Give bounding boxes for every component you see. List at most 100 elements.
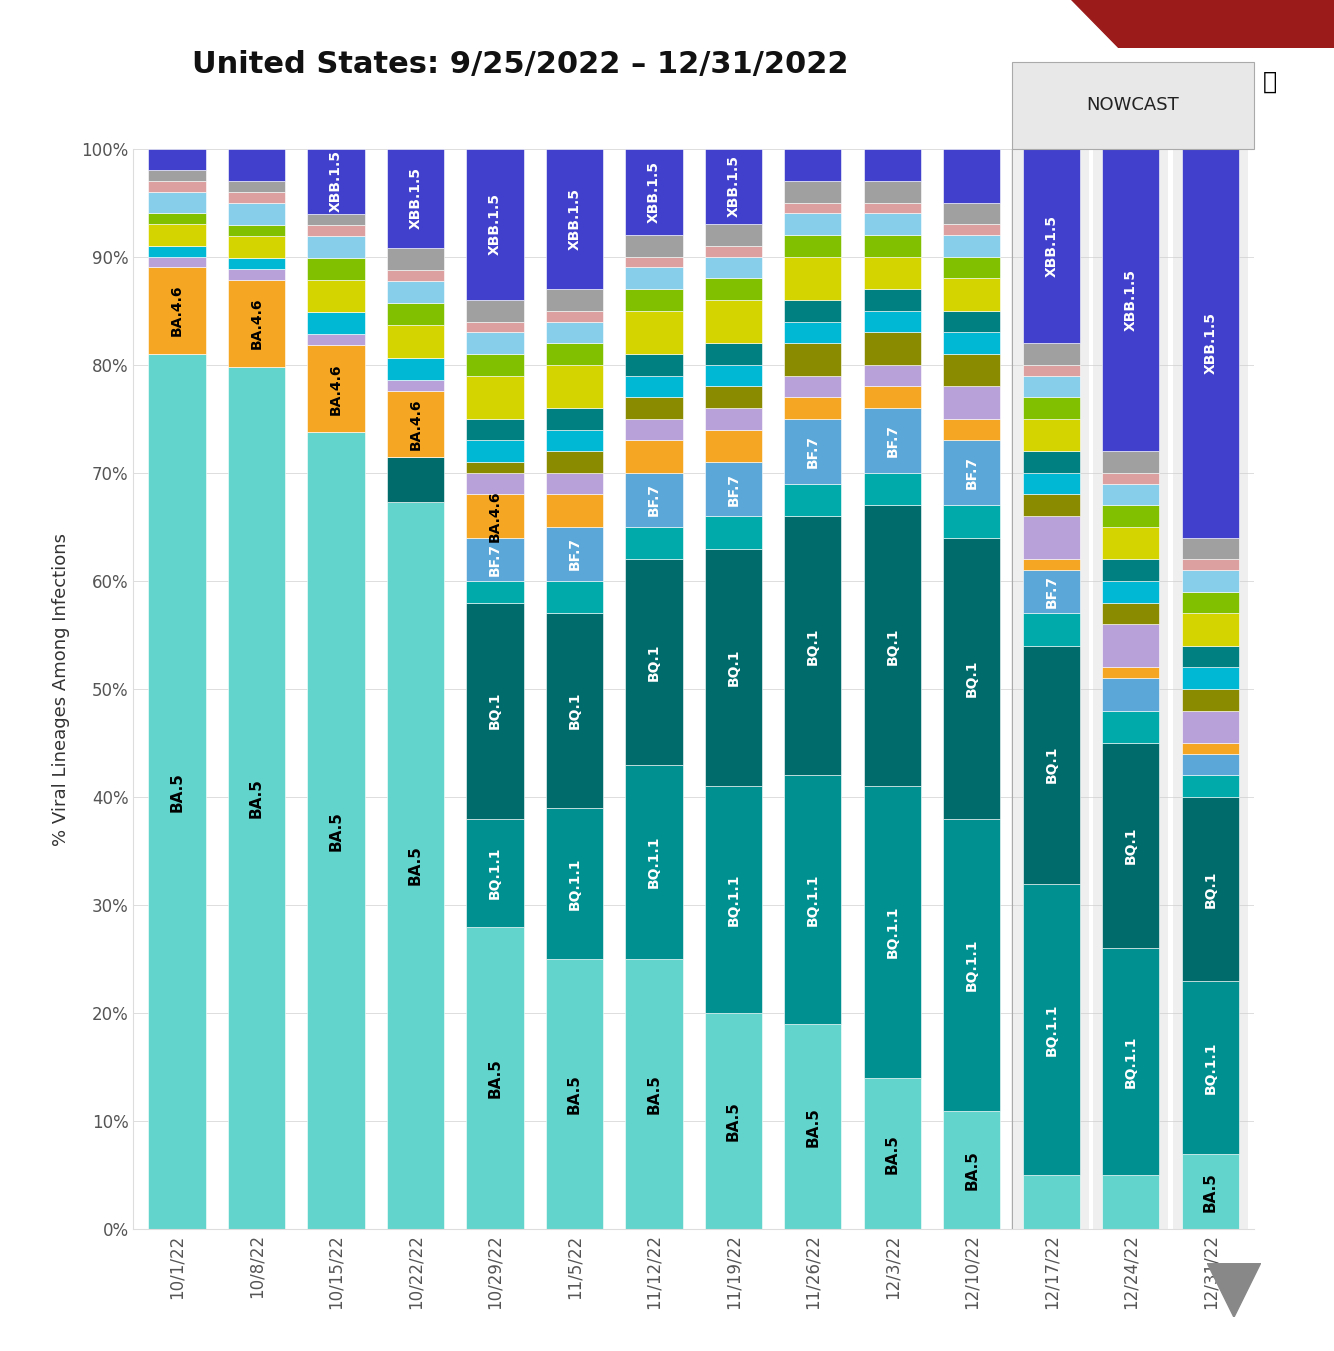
Text: BQ.1: BQ.1 bbox=[806, 627, 820, 665]
Text: BF.7: BF.7 bbox=[964, 457, 979, 489]
Bar bbox=[546, 808, 603, 959]
Bar bbox=[546, 365, 603, 408]
Text: XBB.1.5: XBB.1.5 bbox=[488, 193, 502, 255]
Bar bbox=[1102, 711, 1159, 743]
Y-axis label: % Viral Lineages Among Infections: % Viral Lineages Among Infections bbox=[52, 532, 71, 846]
Bar bbox=[784, 213, 842, 235]
Bar bbox=[626, 267, 683, 289]
Text: XBB.1.5: XBB.1.5 bbox=[727, 155, 740, 218]
Bar bbox=[387, 281, 444, 303]
Bar bbox=[943, 257, 1000, 278]
Bar bbox=[1102, 1175, 1159, 1229]
Bar bbox=[704, 300, 762, 343]
Bar bbox=[387, 149, 444, 247]
Bar bbox=[784, 484, 842, 516]
Bar bbox=[1182, 559, 1239, 570]
Bar bbox=[704, 246, 762, 257]
Bar bbox=[784, 397, 842, 419]
Bar bbox=[1182, 613, 1239, 646]
Bar bbox=[1023, 376, 1081, 397]
Text: United States: 9/25/2022 – 12/31/2022: United States: 9/25/2022 – 12/31/2022 bbox=[192, 50, 848, 78]
Bar bbox=[546, 494, 603, 527]
Bar bbox=[1023, 613, 1081, 646]
Bar bbox=[1182, 1154, 1239, 1229]
Bar bbox=[307, 312, 364, 334]
Bar bbox=[784, 203, 842, 213]
Bar bbox=[1182, 754, 1239, 775]
Bar bbox=[943, 440, 1000, 505]
Bar bbox=[546, 149, 603, 289]
Bar bbox=[307, 149, 364, 213]
Bar bbox=[863, 473, 920, 505]
Bar bbox=[626, 473, 683, 527]
Bar bbox=[943, 354, 1000, 386]
Bar bbox=[467, 603, 524, 819]
Bar bbox=[228, 203, 285, 226]
Bar bbox=[1182, 797, 1239, 981]
Bar bbox=[1102, 678, 1159, 711]
Bar bbox=[148, 192, 205, 213]
Bar bbox=[546, 527, 603, 581]
Bar bbox=[387, 303, 444, 326]
Bar bbox=[626, 765, 683, 959]
Bar bbox=[626, 376, 683, 397]
Bar bbox=[943, 419, 1000, 440]
Bar bbox=[546, 311, 603, 322]
Bar bbox=[626, 149, 683, 235]
Text: BA.5: BA.5 bbox=[408, 846, 423, 885]
Bar bbox=[1023, 516, 1081, 559]
Bar bbox=[546, 430, 603, 451]
Bar bbox=[784, 376, 842, 397]
Bar bbox=[1023, 646, 1081, 884]
Bar bbox=[1023, 365, 1081, 376]
Bar bbox=[148, 267, 205, 354]
Bar bbox=[228, 258, 285, 269]
Bar bbox=[467, 538, 524, 581]
Bar bbox=[863, 1078, 920, 1229]
Bar bbox=[307, 280, 364, 312]
Text: BA.5: BA.5 bbox=[726, 1101, 740, 1142]
FancyBboxPatch shape bbox=[1065, 49, 1334, 115]
Text: BQ.1.1: BQ.1.1 bbox=[1045, 1004, 1058, 1055]
Bar bbox=[626, 235, 683, 257]
Bar bbox=[228, 181, 285, 192]
Bar bbox=[1102, 527, 1159, 559]
Bar bbox=[626, 959, 683, 1229]
Text: BA.4.6: BA.4.6 bbox=[408, 399, 423, 450]
Text: BF.7: BF.7 bbox=[806, 435, 820, 467]
Bar bbox=[863, 365, 920, 386]
Text: XBB.1.5: XBB.1.5 bbox=[329, 150, 343, 212]
Bar bbox=[546, 581, 603, 613]
Bar bbox=[228, 192, 285, 203]
Bar bbox=[626, 527, 683, 559]
Bar bbox=[863, 386, 920, 408]
Bar bbox=[784, 149, 842, 181]
Bar bbox=[704, 149, 762, 224]
Bar bbox=[1182, 646, 1239, 667]
Bar bbox=[784, 1024, 842, 1229]
Bar bbox=[784, 516, 842, 775]
Bar bbox=[546, 451, 603, 473]
Bar bbox=[1023, 419, 1081, 451]
Bar bbox=[943, 203, 1000, 224]
Bar bbox=[307, 432, 364, 1229]
Bar bbox=[863, 257, 920, 289]
Bar bbox=[784, 775, 842, 1024]
Bar bbox=[467, 819, 524, 927]
Text: BQ.1.1: BQ.1.1 bbox=[727, 874, 740, 925]
Bar bbox=[1023, 149, 1081, 343]
Bar bbox=[387, 458, 444, 501]
Bar bbox=[943, 311, 1000, 332]
Text: BQ.1.1: BQ.1.1 bbox=[488, 847, 502, 898]
Text: BQ.1.1: BQ.1.1 bbox=[1203, 1042, 1217, 1093]
Bar bbox=[1182, 592, 1239, 613]
Bar bbox=[228, 280, 285, 367]
Text: BA.5: BA.5 bbox=[1203, 1171, 1218, 1212]
Bar bbox=[863, 786, 920, 1078]
Polygon shape bbox=[1070, 0, 1334, 51]
Bar bbox=[1023, 397, 1081, 419]
Bar bbox=[1014, 149, 1089, 1229]
Bar bbox=[387, 358, 444, 380]
Bar bbox=[1102, 484, 1159, 505]
Bar bbox=[307, 213, 364, 226]
